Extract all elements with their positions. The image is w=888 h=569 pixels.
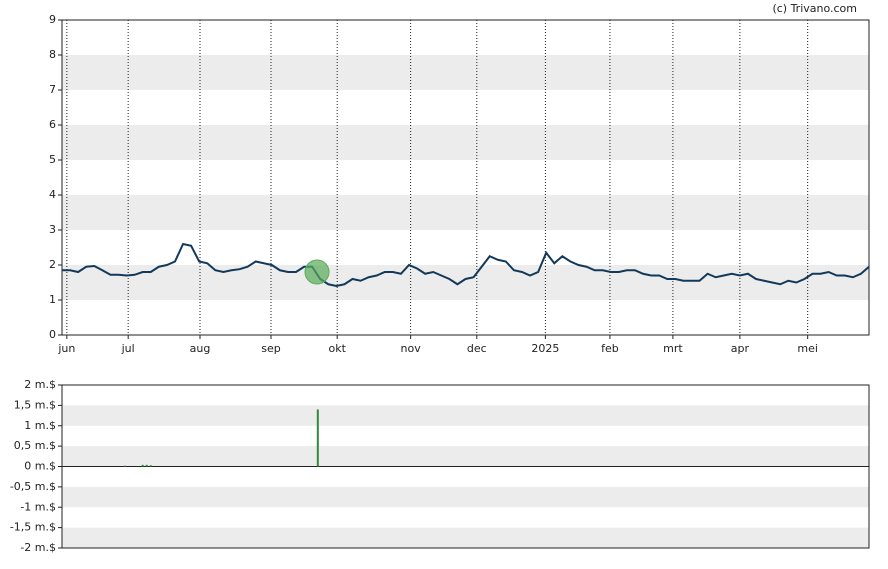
x-tick-label: jun — [57, 342, 75, 355]
credit: (c) Trivano.com — [772, 2, 857, 15]
y-tick-label: 6 — [49, 118, 56, 131]
band — [62, 265, 869, 300]
band — [62, 527, 869, 548]
x-tick-label: okt — [328, 342, 346, 355]
volume-bar — [123, 465, 126, 467]
band — [62, 125, 869, 160]
y-tick-label: -1,5 m.$ — [10, 521, 56, 534]
y-tick-label: 3 — [49, 223, 56, 236]
x-tick-label: mei — [797, 342, 818, 355]
volume-bar — [316, 409, 319, 467]
y-tick-label: -1 m.$ — [20, 500, 56, 513]
volume-bar — [141, 464, 144, 467]
x-tick-label: mrt — [663, 342, 683, 355]
x-tick-label: jul — [121, 342, 135, 355]
y-tick-label: 7 — [49, 83, 56, 96]
x-tick-label: aug — [190, 342, 211, 355]
event-marker — [304, 259, 330, 285]
band — [62, 446, 869, 467]
x-tick-label: sep — [261, 342, 280, 355]
x-tick-label: nov — [401, 342, 422, 355]
x-tick-label: feb — [601, 342, 619, 355]
band — [62, 486, 869, 508]
y-tick-label: 4 — [49, 188, 56, 201]
volume-bar — [145, 464, 148, 467]
band — [62, 405, 869, 426]
x-tick-label: 2025 — [531, 342, 559, 355]
y-tick-label: 0 — [49, 328, 56, 341]
x-tick-label: dec — [467, 342, 487, 355]
y-tick-label: 1 m.$ — [24, 419, 56, 432]
y-tick-label: 1 — [49, 293, 56, 306]
y-tick-label: 2 — [49, 258, 56, 271]
y-tick-label: 9 — [49, 13, 56, 26]
band — [62, 55, 869, 90]
y-tick-label: 2 m.$ — [24, 378, 56, 391]
y-tick-label: 8 — [49, 48, 56, 61]
price-line — [62, 242, 870, 288]
y-tick-label: 5 — [49, 153, 56, 166]
x-tick-label: apr — [731, 342, 750, 355]
y-tick-label: 1,5 m.$ — [14, 398, 56, 411]
y-tick-label: 0 m.$ — [24, 460, 56, 473]
plot-frame — [61, 19, 870, 336]
y-tick-label: -0,5 m.$ — [10, 480, 56, 493]
y-tick-label: -2 m.$ — [20, 541, 56, 554]
y-tick-label: 0,5 m.$ — [14, 439, 56, 452]
volume-bar — [149, 465, 152, 467]
band — [62, 195, 869, 230]
